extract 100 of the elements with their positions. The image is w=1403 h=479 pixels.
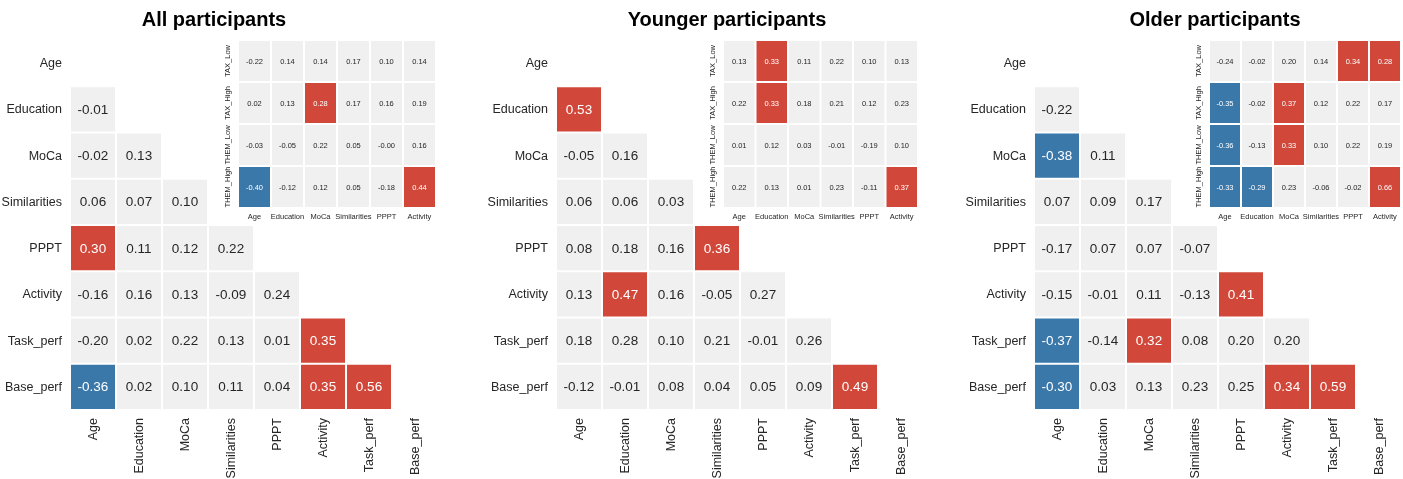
data-label: -0.01 (609, 379, 641, 395)
data-label: 0.10 (657, 333, 685, 349)
x-tick-label: PPPT (756, 417, 770, 451)
data-label: 0.10 (171, 379, 199, 395)
data-label: -0.36 (77, 379, 109, 395)
data-label: 0.11 (218, 379, 244, 395)
x-tick-label: Activity (802, 417, 816, 458)
data-label: -0.20 (77, 333, 109, 349)
y-tick-label: Base_perf (969, 379, 1027, 394)
y-tick-label: Education (6, 102, 63, 117)
data-label: 0.18 (565, 333, 593, 349)
data-label: 0.03 (657, 194, 685, 210)
data-label: 0.16 (657, 286, 685, 302)
y-tick-label: Activity (22, 287, 63, 302)
data-label: 0.27 (749, 286, 777, 302)
y-tick-label: Education (970, 102, 1027, 117)
y-tick-label: Activity (508, 287, 549, 302)
y-tick-label: Age (1003, 56, 1027, 71)
x-tick-label: Age (572, 417, 586, 441)
data-label: 0.22 (171, 333, 199, 349)
data-label: 0.23 (1181, 379, 1209, 395)
data-label: -0.22 (1041, 101, 1073, 117)
x-tick-label: Education (1096, 417, 1110, 474)
data-label: 0.06 (79, 194, 107, 210)
data-label: -0.09 (215, 286, 247, 302)
data-label: 0.53 (565, 101, 593, 117)
data-label: -0.37 (1041, 333, 1073, 349)
data-label: 0.20 (1227, 333, 1255, 349)
data-label: 0.25 (1227, 379, 1255, 395)
y-tick-label: Task_perf (7, 333, 63, 348)
x-tick-label: Base_perf (1372, 417, 1386, 475)
y-tick-label: MoCa (992, 148, 1027, 163)
data-label: 0.41 (1227, 286, 1255, 302)
data-label: 0.10 (171, 194, 199, 210)
data-label: 0.30 (79, 240, 107, 256)
x-tick-label: Age (1050, 417, 1064, 441)
data-label: 0.20 (1273, 333, 1301, 349)
data-label: -0.13 (1179, 286, 1211, 302)
data-label: 0.05 (749, 379, 777, 395)
data-label: -0.17 (1041, 240, 1073, 256)
data-label: -0.14 (1087, 333, 1119, 349)
data-label: 0.35 (309, 333, 337, 349)
x-tick-label: Education (132, 417, 146, 474)
y-tick-label: Similarities (1, 194, 62, 209)
data-label: -0.01 (1087, 286, 1119, 302)
data-label: 0.07 (1135, 240, 1163, 256)
x-tick-label: MoCa (1142, 417, 1156, 452)
data-label: 0.13 (1135, 379, 1163, 395)
y-tick-label: Similarities (965, 194, 1026, 209)
data-label: -0.15 (1041, 286, 1073, 302)
data-label: 0.04 (263, 379, 291, 395)
data-label: 0.26 (795, 333, 823, 349)
data-label: 0.11 (126, 240, 152, 256)
data-label: 0.28 (611, 333, 639, 349)
data-label: 0.34 (1273, 379, 1301, 395)
y-tick-label: MoCa (28, 148, 63, 163)
data-label: -0.16 (77, 286, 109, 302)
data-label: 0.16 (657, 240, 685, 256)
y-tick-label: Activity (986, 287, 1027, 302)
chart-title: Older participants (1128, 7, 1302, 32)
data-label: 0.03 (1089, 379, 1117, 395)
data-label: 0.17 (1135, 194, 1163, 210)
data-label: -0.07 (1179, 240, 1211, 256)
data-label: 0.11 (1136, 286, 1162, 302)
y-tick-label: Similarities (487, 194, 548, 209)
data-label: 0.08 (657, 379, 685, 395)
data-label: 0.32 (1135, 333, 1163, 349)
data-label: 0.18 (611, 240, 639, 256)
x-tick-label: Task_perf (362, 417, 376, 473)
data-label: 0.16 (125, 286, 153, 302)
data-label: 0.02 (125, 379, 153, 395)
data-label: 0.06 (611, 194, 639, 210)
data-label: 0.35 (309, 379, 337, 395)
data-label: 0.09 (795, 379, 823, 395)
x-tick-label: PPPT (1234, 417, 1248, 451)
x-tick-label: Task_perf (848, 417, 862, 473)
x-tick-label: Base_perf (894, 417, 908, 475)
data-label: 0.04 (703, 379, 731, 395)
data-label: -0.30 (1041, 379, 1073, 395)
data-label: 0.12 (171, 240, 199, 256)
data-label: 0.47 (611, 286, 639, 302)
y-tick-label: PPPT (515, 241, 549, 256)
data-label: 0.11 (1090, 148, 1116, 164)
data-label: 0.59 (1319, 379, 1347, 395)
y-tick-label: MoCa (514, 148, 549, 163)
data-label: 0.08 (1181, 333, 1209, 349)
y-tick-label: Task_perf (493, 333, 549, 348)
data-label: -0.05 (563, 148, 595, 164)
data-label: 0.07 (1089, 240, 1117, 256)
y-tick-label: Age (525, 56, 549, 71)
y-tick-label: Education (492, 102, 549, 117)
data-label: 0.49 (841, 379, 869, 395)
data-label: 0.24 (263, 286, 291, 302)
data-label: 0.08 (565, 240, 593, 256)
data-label: -0.05 (701, 286, 733, 302)
data-label: -0.01 (77, 101, 109, 117)
data-label: 0.01 (263, 333, 291, 349)
y-tick-label: Base_perf (5, 379, 63, 394)
data-label: -0.38 (1041, 148, 1073, 164)
x-tick-label: PPPT (270, 417, 284, 451)
